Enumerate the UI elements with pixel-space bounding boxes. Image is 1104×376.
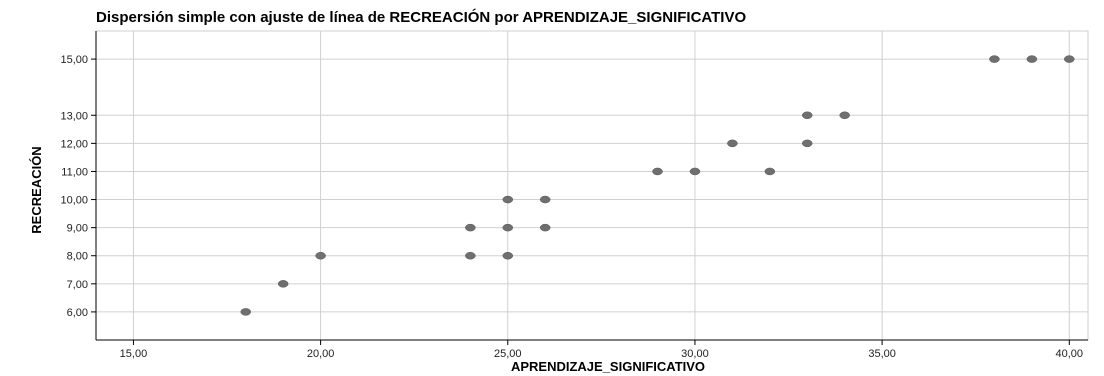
data-point: [241, 308, 251, 315]
data-point: [465, 252, 475, 259]
y-tick-label: 6,00: [67, 307, 88, 319]
y-tick-label: 8,00: [67, 251, 88, 263]
data-point: [1064, 56, 1074, 63]
grid-lines: [96, 31, 1088, 340]
y-tick-labels: 6,00 7,00 8,00 9,00 10,00 11,00 12,00 13,00 15,0…: [60, 54, 88, 319]
data-point: [540, 224, 550, 231]
data-point: [1027, 56, 1037, 63]
y-tick-label: 9,00: [67, 223, 88, 235]
x-axis-title: APRENDIZAJE_SIGNIFICATIVO: [511, 359, 705, 374]
data-point: [840, 112, 850, 119]
y-tick-label: 11,00: [61, 166, 88, 178]
x-tick-label: 35,00: [868, 348, 896, 360]
y-tick-label: 10,00: [60, 195, 88, 207]
data-point: [465, 224, 475, 231]
data-point: [727, 140, 737, 147]
y-axis-title: RECREACIÓN: [29, 146, 44, 233]
data-point: [503, 252, 513, 259]
y-tick-label: 12,00: [60, 138, 88, 150]
data-point: [653, 168, 663, 175]
data-point: [802, 112, 812, 119]
y-tick-label: 7,00: [67, 279, 88, 291]
data-point: [503, 224, 513, 231]
plot-frame: [96, 31, 1088, 340]
data-point: [540, 196, 550, 203]
chart-title: Dispersión simple con ajuste de línea de…: [96, 8, 746, 26]
x-tick-label: 20,00: [307, 348, 335, 360]
data-point: [316, 252, 326, 259]
x-tick-label: 40,00: [1056, 348, 1084, 360]
data-points: [241, 56, 1075, 316]
data-point: [802, 140, 812, 147]
data-point: [765, 168, 775, 175]
data-point: [503, 196, 513, 203]
data-point: [690, 168, 700, 175]
y-tick-label: 15,00: [60, 54, 88, 66]
data-point: [989, 56, 999, 63]
y-tick-label: 13,00: [60, 110, 88, 122]
x-tick-label: 15,00: [120, 348, 148, 360]
axes: [91, 31, 1088, 345]
data-point: [278, 280, 288, 287]
